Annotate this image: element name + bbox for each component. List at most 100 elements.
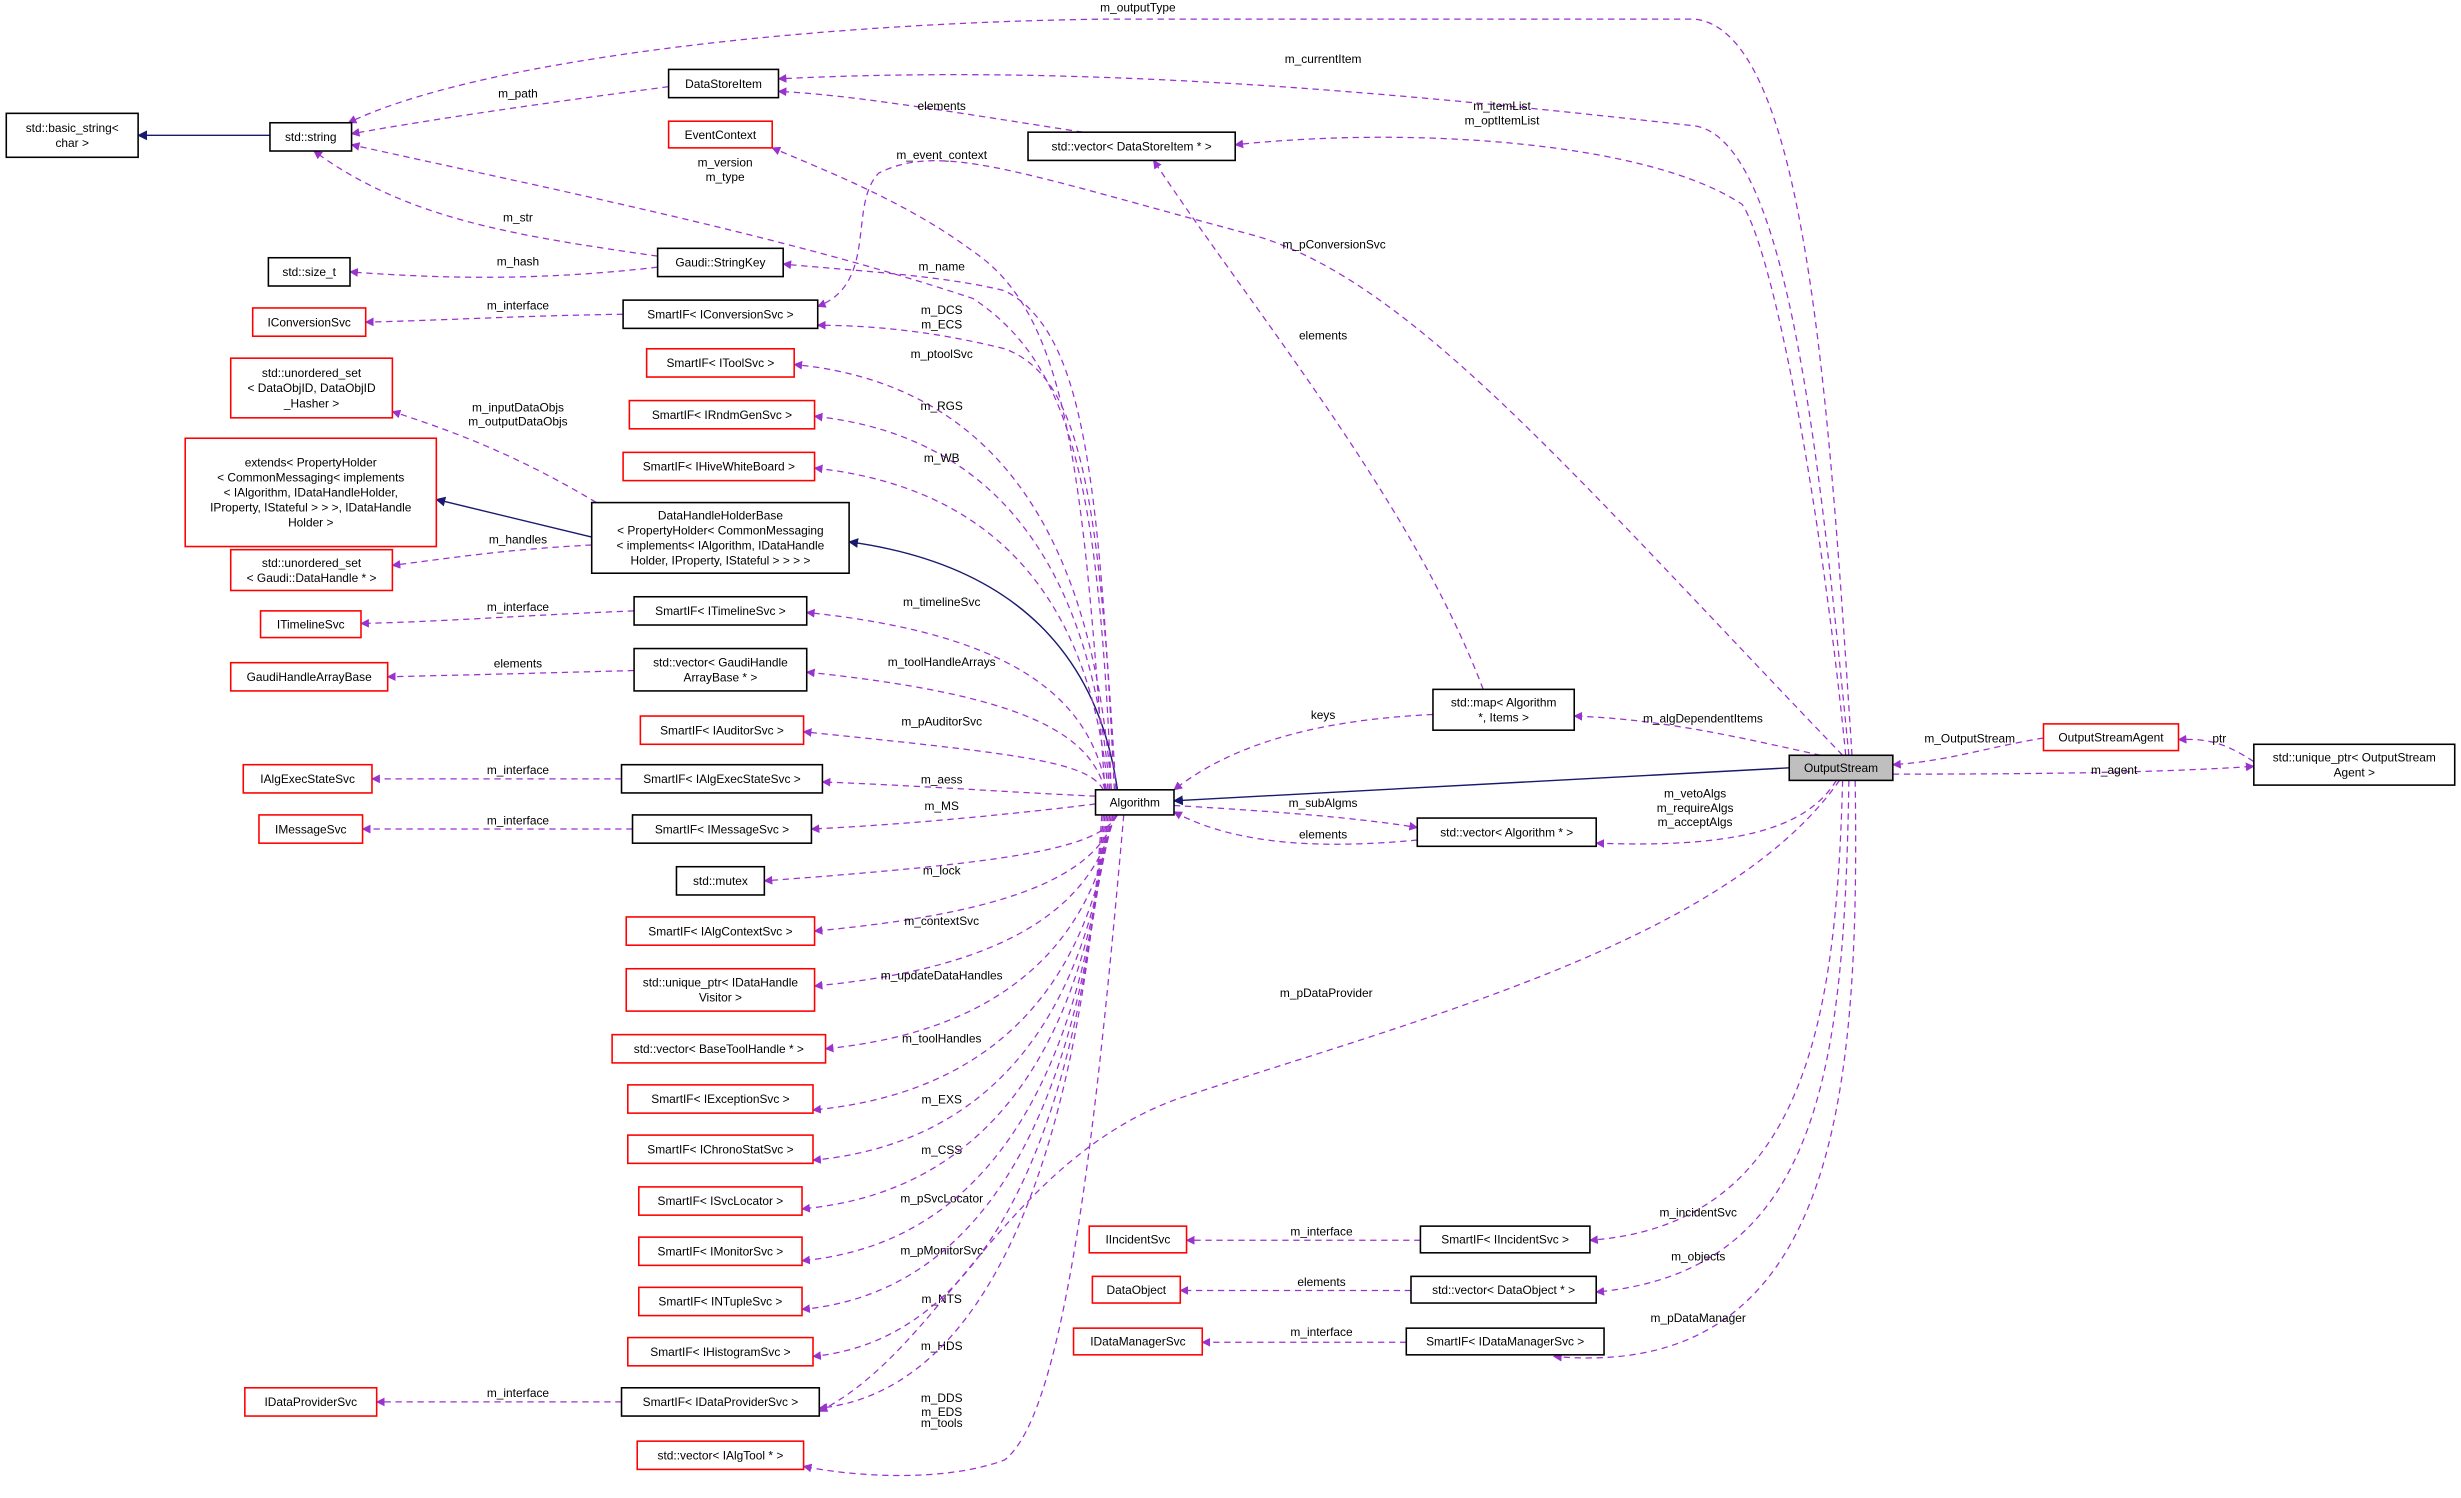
edge-vetoAlgs	[1595, 780, 1837, 848]
edge-label-keys: keys	[1311, 708, 1336, 722]
edge-updateDataHandles	[813, 814, 1115, 990]
class-node-algorithm[interactable]: Algorithm	[1094, 789, 1175, 816]
node-label: < Gaudi::DataHandle * >	[247, 571, 377, 585]
node-label: std::vector< DataObject * >	[1432, 1283, 1575, 1297]
edge-label-pMonitorSvc: m_pMonitorSvc	[900, 1243, 983, 1257]
edge-pDataManager	[1552, 780, 1857, 1362]
class-node-size_t[interactable]: std::size_t	[267, 256, 351, 287]
class-node-eventcontext[interactable]: EventContext	[667, 120, 773, 149]
node-box	[667, 120, 773, 149]
node-box	[590, 501, 850, 574]
class-node-sif_timeline[interactable]: SmartIF< ITimelineSvc >	[633, 595, 808, 626]
class-node-gha[interactable]: GaudiHandleArrayBase	[229, 661, 389, 692]
class-node-sif_conv[interactable]: SmartIF< IConversionSvc >	[622, 299, 819, 330]
class-node-sif_svcloc[interactable]: SmartIF< ISvcLocator >	[638, 1186, 803, 1216]
class-node-extends[interactable]: extends< PropertyHolder < CommonMessaging…	[184, 437, 438, 548]
node-box	[267, 256, 351, 287]
class-node-datastoreitem[interactable]: DataStoreItem	[667, 68, 780, 99]
edge-label-itemList: m_itemList	[1473, 99, 1531, 113]
class-node-iaes[interactable]: IAlgExecStateSvc	[242, 763, 373, 794]
class-node-uset_dataobj[interactable]: std::unordered_set< DataObjID, DataObjID…	[229, 357, 394, 419]
node-label: std::unique_ptr< OutputStream	[2273, 750, 2436, 764]
edge-css	[812, 814, 1111, 1164]
class-node-mutex[interactable]: std::mutex	[675, 865, 766, 896]
class-node-iincident[interactable]: IIncidentSvc	[1088, 1225, 1188, 1254]
node-label: ArrayBase * >	[684, 671, 758, 685]
edges-layer: m_outputType m_currentItem m_itemListm_opt…	[137, 0, 2255, 1477]
edge-hash	[349, 266, 658, 278]
class-node-uptr_agent[interactable]: std::unique_ptr< OutputStreamAgent >	[2253, 743, 2456, 786]
node-label: char >	[55, 136, 88, 150]
edge-aess	[821, 777, 1096, 797]
class-node-sif_tool[interactable]: SmartIF< IToolSvc >	[645, 347, 795, 378]
class-node-vec_gha[interactable]: std::vector< GaudiHandleArrayBase * >	[633, 647, 808, 692]
edge-outputType	[347, 18, 1853, 756]
node-label: std::unique_ptr< IDataHandle	[643, 976, 799, 990]
class-node-sif_ctx[interactable]: SmartIF< IAlgContextSvc >	[625, 916, 816, 946]
class-node-vec_dobj[interactable]: std::vector< DataObject * >	[1410, 1275, 1597, 1304]
edge-hds	[812, 814, 1104, 1360]
class-node-sif_aes[interactable]: SmartIF< IAlgExecStateSvc >	[620, 763, 824, 794]
node-label: std::vector< GaudiHandle	[653, 655, 788, 669]
class-node-sif_auditor[interactable]: SmartIF< IAuditorSvc >	[639, 715, 805, 746]
node-box	[625, 916, 816, 946]
class-node-sif_dp[interactable]: SmartIF< IDataProviderSvc >	[620, 1387, 821, 1417]
class-node-sif_hist[interactable]: SmartIF< IHistogramSvc >	[627, 1336, 814, 1367]
class-node-idp[interactable]: IDataProviderSvc	[244, 1387, 378, 1417]
edge-timeline_iface	[360, 610, 635, 628]
class-node-basic_string[interactable]: std::basic_string<char >	[5, 112, 139, 159]
edge-dataobjs	[391, 409, 597, 504]
class-node-vec_dsi[interactable]: std::vector< DataStoreItem * >	[1027, 131, 1236, 162]
edge-event_context	[771, 146, 1106, 790]
class-node-sif_exc[interactable]: SmartIF< IExceptionSvc >	[627, 1084, 814, 1114]
edge-label-name: m_name	[919, 259, 966, 273]
edge-label-aes_iface: m_interface	[487, 763, 550, 777]
node-label: IDataProviderSvc	[264, 1395, 357, 1409]
node-label: IProperty, IStateful > > >, IDataHandle	[210, 501, 412, 515]
node-box	[1410, 1275, 1597, 1304]
node-label: < PropertyHolder< CommonMessaging	[617, 524, 823, 538]
class-node-vec_alg[interactable]: std::vector< Algorithm * >	[1416, 817, 1597, 848]
class-node-dataobject[interactable]: DataObject	[1091, 1275, 1182, 1304]
node-box	[627, 1084, 814, 1114]
edge-label-ms: m_MS	[925, 799, 959, 813]
node-label: < CommonMessaging< implements	[217, 471, 404, 485]
edge-label-updateDataHandles: m_updateDataHandles	[881, 969, 1003, 983]
node-label: OutputStream	[1804, 761, 1878, 775]
class-node-imsg[interactable]: IMessageSvc	[258, 814, 364, 844]
class-node-outputstream[interactable]: OutputStream	[1788, 754, 1894, 782]
class-node-uset_handle[interactable]: std::unordered_set< Gaudi::DataHandle * …	[229, 548, 394, 592]
edge-label-gha_elements: elements	[494, 656, 542, 670]
edge-label-dobj_elements: elements	[1297, 1275, 1345, 1289]
class-node-map_alg[interactable]: std::map< Algorithm*, Items >	[1432, 688, 1576, 731]
class-node-idm[interactable]: IDataManagerSvc	[1072, 1327, 1204, 1356]
class-node-sif_msg[interactable]: SmartIF< IMessageSvc >	[631, 814, 813, 844]
class-node-osagent[interactable]: OutputStreamAgent	[2042, 723, 2180, 752]
class-node-stringkey[interactable]: Gaudi::StringKey	[656, 247, 784, 278]
class-node-sif_hive[interactable]: SmartIF< IHiveWhiteBoard >	[622, 451, 816, 482]
edge-label-toolHandles: m_toolHandles	[902, 1031, 981, 1045]
class-node-vec_bth[interactable]: std::vector< BaseToolHandle * >	[611, 1033, 827, 1064]
edge-label-incidentSvc: m_incidentSvc	[1659, 1206, 1736, 1220]
edge-name	[782, 260, 1115, 790]
class-node-itimeline[interactable]: ITimelineSvc	[259, 610, 362, 639]
class-node-string[interactable]: std::string	[269, 121, 353, 152]
edge-rgs	[813, 412, 1111, 790]
class-node-sif_incident[interactable]: SmartIF< IIncidentSvc >	[1419, 1225, 1591, 1254]
node-label: SmartIF< ISvcLocator >	[658, 1194, 784, 1208]
class-node-sif_dm[interactable]: SmartIF< IDataManagerSvc >	[1405, 1327, 1605, 1356]
class-node-vec_tool[interactable]: std::vector< IAlgTool * >	[636, 1440, 805, 1471]
class-node-sif_mon[interactable]: SmartIF< IMonitorSvc >	[638, 1236, 803, 1267]
class-node-iconv[interactable]: IConversionSvc	[251, 307, 367, 338]
edge-label-itemList: m_optItemList	[1465, 113, 1540, 127]
class-node-sif_rndm[interactable]: SmartIF< IRndmGenSvc >	[628, 399, 816, 430]
class-node-dhhb[interactable]: DataHandleHolderBase< PropertyHolder< Co…	[590, 501, 850, 574]
edge-label-pDataProvider: m_pDataProvider	[1280, 986, 1373, 1000]
class-node-sif_ntuple[interactable]: SmartIF< INTupleSvc >	[638, 1286, 803, 1317]
node-label: SmartIF< IMonitorSvc >	[658, 1244, 784, 1258]
node-label: extends< PropertyHolder	[245, 455, 377, 469]
edge-version	[350, 142, 1112, 790]
class-node-sif_chrono[interactable]: SmartIF< IChronoStatSvc >	[627, 1134, 814, 1165]
